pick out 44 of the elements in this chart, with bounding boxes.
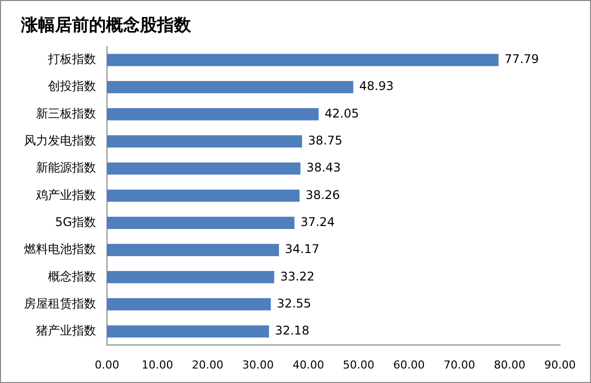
bar xyxy=(107,54,499,66)
data-label: 38.43 xyxy=(306,160,341,175)
data-label: 38.26 xyxy=(306,188,340,202)
data-label: 42.05 xyxy=(324,106,360,120)
y-tick-label: 新三板指数 xyxy=(36,106,96,120)
x-tick-label: 70.00 xyxy=(444,358,476,372)
data-label: 32.55 xyxy=(276,296,312,310)
data-label: 37.24 xyxy=(300,214,335,229)
y-tick-label: 5G指数 xyxy=(55,214,96,229)
y-tick-label: 风力发电指数 xyxy=(24,134,96,148)
bar xyxy=(107,108,319,120)
x-tick-label: 30.00 xyxy=(242,358,274,372)
data-label: 34.17 xyxy=(284,242,320,256)
chart-title: 涨幅居前的概念股指数 xyxy=(20,16,192,36)
x-tick-label: 20.00 xyxy=(192,358,224,372)
x-tick-label: 0.00 xyxy=(94,358,120,372)
y-tick-label: 猪产业指数 xyxy=(36,324,96,338)
bar xyxy=(107,162,300,175)
data-label: 38.75 xyxy=(308,134,342,148)
bar xyxy=(107,135,302,148)
data-label: 33.22 xyxy=(280,269,315,284)
x-tick-label: 60.00 xyxy=(393,358,425,372)
data-label: 77.79 xyxy=(504,52,539,66)
bar xyxy=(107,190,300,202)
bar xyxy=(107,81,354,94)
x-tick-label: 50.00 xyxy=(342,358,374,372)
y-tick-label: 房屋租赁指数 xyxy=(24,296,96,310)
data-label: 48.93 xyxy=(359,79,394,94)
y-tick-label: 新能源指数 xyxy=(36,160,96,175)
y-tick-label: 创投指数 xyxy=(48,79,96,94)
x-tick-label: 10.00 xyxy=(142,358,174,372)
data-label: 32.18 xyxy=(274,324,310,338)
bar xyxy=(107,271,274,284)
y-tick-label: 燃料电池指数 xyxy=(24,242,96,256)
x-tick-label: 90.00 xyxy=(544,358,576,372)
bar xyxy=(107,244,279,256)
x-tick-label: 40.00 xyxy=(292,358,324,372)
bar xyxy=(107,298,271,310)
y-tick-label: 鸡产业指数 xyxy=(35,188,96,202)
y-tick-label: 打板指数 xyxy=(47,52,96,66)
bar xyxy=(107,325,269,338)
x-tick-label: 80.00 xyxy=(494,358,526,372)
bar xyxy=(107,216,294,229)
y-tick-label: 概念指数 xyxy=(48,269,96,284)
